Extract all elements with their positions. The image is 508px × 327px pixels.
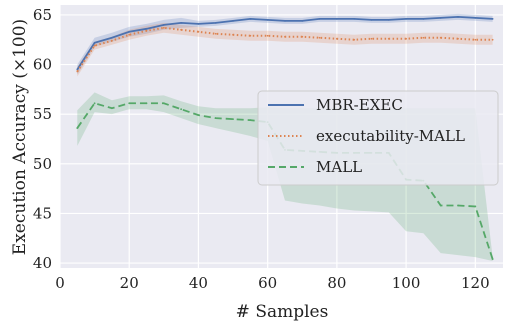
data-point	[128, 30, 131, 33]
y-tick-label: 55	[33, 105, 52, 123]
data-point	[439, 36, 442, 39]
data-point	[457, 204, 459, 207]
data-point	[474, 38, 477, 41]
data-point	[439, 204, 442, 207]
data-point	[405, 17, 407, 20]
data-point	[93, 44, 96, 47]
data-point	[318, 17, 321, 20]
data-point	[214, 21, 217, 24]
data-point	[76, 70, 79, 73]
legend-box	[257, 90, 499, 186]
data-point	[370, 37, 373, 40]
y-tick-label: 60	[33, 56, 52, 74]
data-point	[284, 35, 286, 38]
x-tick-label: 20	[120, 274, 139, 292]
data-point	[180, 21, 183, 24]
data-point	[353, 38, 356, 41]
data-point	[249, 17, 252, 20]
data-point	[387, 18, 390, 21]
data-point	[301, 19, 304, 22]
y-tick-label: 50	[33, 155, 52, 173]
series-band	[77, 13, 493, 75]
data-point	[370, 18, 373, 21]
data-point	[491, 38, 494, 41]
data-point	[474, 17, 477, 19]
legend-label: executability-MALL	[316, 127, 465, 145]
x-tick-label: 100	[392, 274, 421, 292]
data-point	[214, 117, 217, 120]
data-point	[266, 34, 269, 37]
data-point	[111, 36, 113, 39]
data-point	[111, 39, 113, 42]
legend: MBR-EXEC executability-MALL MALL	[257, 90, 499, 186]
data-point	[266, 18, 269, 21]
data-point	[249, 34, 252, 37]
data-point	[197, 22, 200, 25]
x-axis-label: # Samples	[236, 302, 329, 322]
data-point	[405, 37, 407, 40]
data-point	[249, 119, 252, 122]
data-point	[93, 102, 96, 105]
data-point	[439, 17, 442, 19]
series-band	[77, 22, 493, 77]
y-tick-label: 65	[33, 6, 52, 24]
data-point	[197, 30, 200, 33]
data-point	[180, 28, 183, 31]
data-point	[162, 102, 165, 105]
data-point	[128, 102, 131, 105]
data-point	[162, 23, 165, 26]
y-tick-label: 40	[33, 254, 52, 272]
data-point	[145, 27, 148, 30]
data-point	[335, 37, 338, 40]
data-point	[457, 37, 459, 40]
y-tick-labels: 40 45 50 55 60 65	[33, 6, 52, 272]
x-tick-label: 80	[327, 274, 346, 292]
data-point	[111, 107, 113, 110]
data-point	[318, 36, 321, 39]
y-tick-label: 45	[33, 204, 52, 222]
data-point	[422, 17, 425, 20]
data-point	[353, 17, 356, 20]
data-point	[491, 258, 494, 260]
y-axis-label: Execution Accuracy (×100)	[10, 19, 30, 255]
data-point	[197, 114, 200, 117]
data-point	[335, 17, 338, 20]
data-point	[284, 19, 286, 22]
data-point	[162, 26, 165, 29]
data-point	[387, 37, 390, 40]
data-point	[214, 32, 217, 35]
legend-label: MALL	[316, 158, 362, 176]
data-point	[232, 118, 234, 121]
data-point	[491, 17, 494, 20]
data-point	[145, 29, 148, 32]
legend-label: MBR-EXEC	[316, 96, 403, 114]
x-tick-label: 120	[461, 274, 490, 292]
data-point	[180, 108, 183, 111]
x-tick-label: 40	[189, 274, 208, 292]
data-point	[145, 102, 148, 105]
data-point	[474, 205, 477, 208]
data-point	[422, 36, 425, 39]
data-point	[301, 35, 304, 38]
data-point	[232, 19, 234, 22]
x-tick-label: 60	[258, 274, 277, 292]
data-point	[76, 127, 79, 129]
data-point	[128, 33, 131, 36]
data-point	[93, 41, 96, 44]
x-tick-labels: 0 20 40 60 80 100 120	[55, 274, 489, 292]
data-point	[76, 68, 79, 71]
data-point	[457, 16, 459, 18]
data-point	[232, 33, 234, 36]
x-tick-label: 0	[55, 274, 65, 292]
